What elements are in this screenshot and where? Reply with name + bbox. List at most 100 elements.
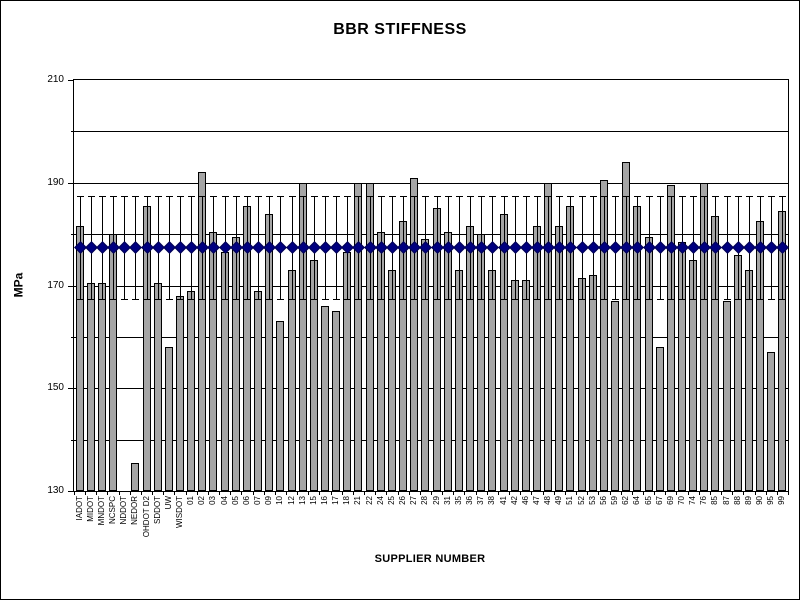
error-bar-cap-bottom <box>657 299 664 300</box>
error-bar-cap-top <box>77 196 84 197</box>
bar <box>522 280 530 491</box>
error-bar-cap-bottom <box>177 299 184 300</box>
x-tick-label-text: MNDOT <box>96 496 106 526</box>
error-bar-cap-bottom <box>512 299 519 300</box>
error-bar-cap-bottom <box>188 299 195 300</box>
x-tick-label-text: 74 <box>688 496 698 505</box>
bar <box>410 178 418 491</box>
error-bar-cap-bottom <box>724 299 731 300</box>
bar <box>165 347 173 491</box>
x-tick-label-text: NDDOT <box>119 496 129 525</box>
bar <box>288 270 296 491</box>
x-tick-label-text: 89 <box>743 496 753 505</box>
error-bar-cap-bottom <box>99 299 106 300</box>
bar <box>332 311 340 491</box>
error-bar-cap-bottom <box>300 299 307 300</box>
y-minor-tick <box>71 131 74 132</box>
grid-line <box>74 337 788 338</box>
x-tick <box>453 491 454 495</box>
error-bar-cap-top <box>668 196 675 197</box>
x-tick-label-text: 02 <box>197 496 207 505</box>
error-bar-cap-bottom <box>88 299 95 300</box>
error-bar-cap-top <box>501 196 508 197</box>
error-bar-cap-top <box>355 196 362 197</box>
x-tick-label-text: 67 <box>654 496 664 505</box>
x-tick <box>174 491 175 495</box>
error-bar-cap-top <box>188 196 195 197</box>
bar <box>176 296 184 491</box>
error-bar-cap-top <box>177 196 184 197</box>
error-bar-cap-top <box>333 196 340 197</box>
error-bar-cap-bottom <box>779 299 786 300</box>
error-bar-cap-bottom <box>646 299 653 300</box>
x-tick <box>96 491 97 495</box>
x-tick <box>364 491 365 495</box>
error-bar-cap-bottom <box>668 299 675 300</box>
x-tick-label-text: 28 <box>420 496 430 505</box>
x-tick <box>264 491 265 495</box>
x-tick <box>732 491 733 495</box>
x-tick <box>130 491 131 495</box>
error-bar-cap-top <box>434 196 441 197</box>
x-tick <box>331 491 332 495</box>
error-bar-cap-top <box>601 196 608 197</box>
x-tick <box>152 491 153 495</box>
error-bar-cap-top <box>768 196 775 197</box>
error-bar-cap-bottom <box>768 299 775 300</box>
error-bar-cap-top <box>579 196 586 197</box>
bar <box>611 301 619 491</box>
x-tick <box>621 491 622 495</box>
error-bar-cap-top <box>155 196 162 197</box>
x-tick <box>487 491 488 495</box>
x-tick-label-text: 87 <box>721 496 731 505</box>
error-bar-cap-top <box>567 196 574 197</box>
bar <box>600 180 608 491</box>
x-tick <box>777 491 778 495</box>
y-major-tick <box>68 183 74 184</box>
x-tick <box>643 491 644 495</box>
x-tick <box>654 491 655 495</box>
x-tick-label-text: 64 <box>632 496 642 505</box>
error-bar-cap-bottom <box>579 299 586 300</box>
x-tick <box>409 491 410 495</box>
x-tick <box>498 491 499 495</box>
plot-area: 130 150 170 190 210 IADOT MIDOT MNDOT NCSPC NDDOT… <box>47 75 789 537</box>
error-bar-cap-top <box>534 196 541 197</box>
bar <box>198 172 206 491</box>
error-bar-cap-top <box>411 196 418 197</box>
x-tick <box>587 491 588 495</box>
grid-line <box>74 131 788 132</box>
x-tick-label-text: 21 <box>353 496 363 505</box>
error-bar-cap-top <box>456 196 463 197</box>
x-tick-label-text: 06 <box>241 496 251 505</box>
x-tick <box>319 491 320 495</box>
x-tick <box>788 491 789 495</box>
x-tick <box>297 491 298 495</box>
bar <box>667 185 675 491</box>
x-tick <box>286 491 287 495</box>
bar <box>321 306 329 491</box>
bar <box>254 291 262 491</box>
error-bar-cap-bottom <box>757 299 764 300</box>
x-tick <box>665 491 666 495</box>
bar <box>87 283 95 491</box>
error-bar-cap-bottom <box>590 299 597 300</box>
x-tick-label-text: 24 <box>375 496 385 505</box>
y-minor-tick <box>71 440 74 441</box>
x-tick <box>342 491 343 495</box>
x-tick-label-text: 62 <box>621 496 631 505</box>
error-bar-cap-bottom <box>467 299 474 300</box>
x-tick-label-text: 99 <box>777 496 787 505</box>
error-bar-cap-top <box>244 196 251 197</box>
error-bar-cap-bottom <box>523 299 530 300</box>
grid-line <box>74 286 788 287</box>
error-bar-cap-bottom <box>478 299 485 300</box>
x-tick-label-text: 26 <box>398 496 408 505</box>
x-tick-label-text: 56 <box>598 496 608 505</box>
bar <box>656 347 664 491</box>
x-tick-label-text: 18 <box>342 496 352 505</box>
error-bar-cap-top <box>445 196 452 197</box>
x-tick-label-text: 10 <box>275 496 285 505</box>
error-bar-cap-top <box>300 196 307 197</box>
error-bar-cap-top <box>121 196 128 197</box>
